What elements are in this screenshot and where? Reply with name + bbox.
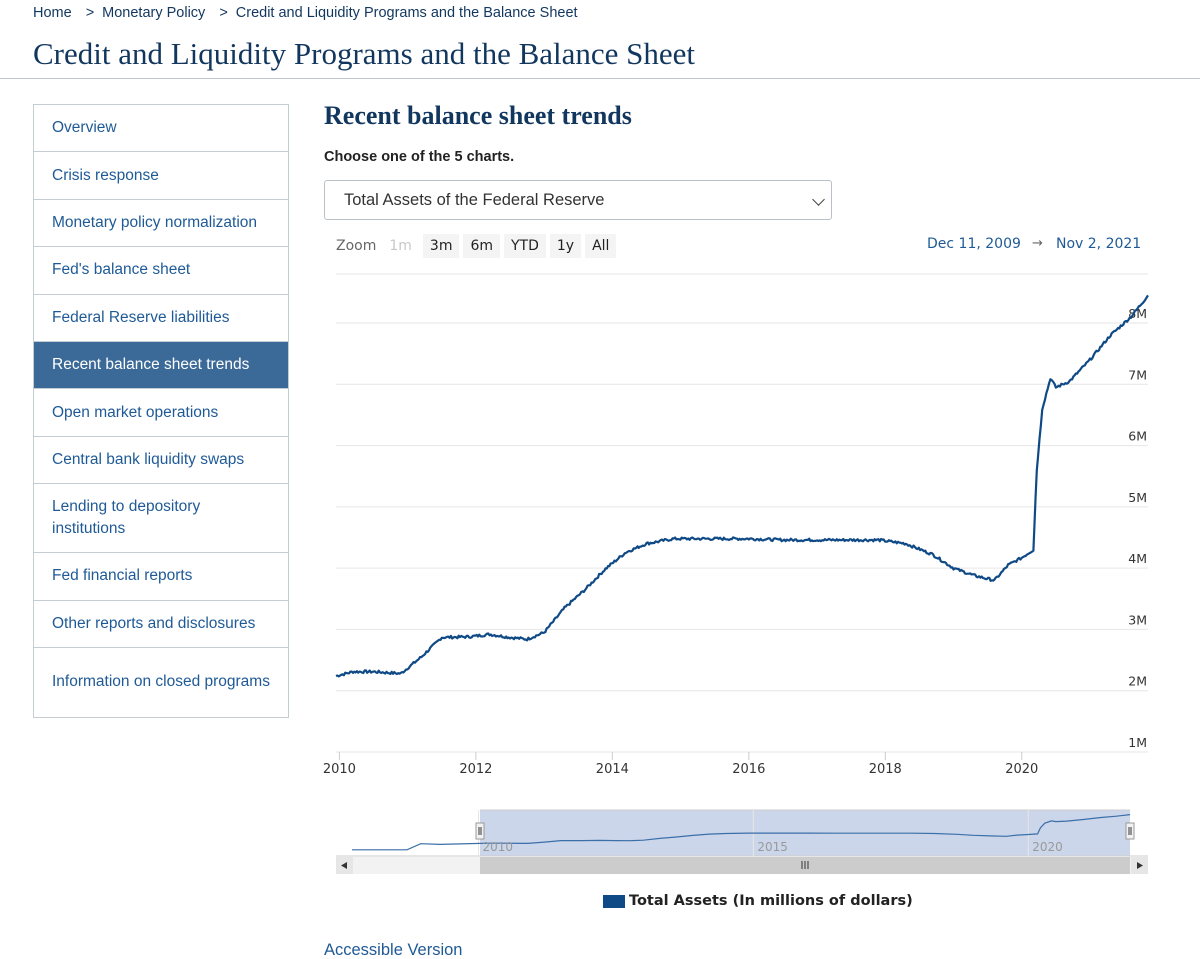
sidebar-item-fed-financial-reports[interactable]: Fed financial reports [34,553,288,601]
page-title: Credit and Liquidity Programs and the Ba… [33,36,696,71]
range-from-input[interactable]: Dec 11, 2009 [927,236,1021,252]
breadcrumb-home-link[interactable]: Home [33,5,72,21]
arrow-left-icon [341,862,347,869]
total-assets-series-line [335,294,1149,678]
navigator-right-handle[interactable] [1125,822,1135,840]
legend-swatch [603,894,625,908]
zoom-6m-button[interactable]: 6m [463,234,500,258]
sidebar-item-overview[interactable]: Overview [34,105,288,153]
chart-select-value: Total Assets of the Federal Reserve [344,190,605,209]
y-tick-label: 8M [1128,306,1147,321]
sidebar-item-crisis-response[interactable]: Crisis response [34,152,288,200]
zoom-ytd-button[interactable]: YTD [504,234,546,258]
zoom-1y-button[interactable]: 1y [549,234,582,258]
zoom-1m-button[interactable]: 1m [382,234,419,258]
x-tick-label: 2018 [869,762,902,777]
navigator-tick-label: 2015 [757,840,788,854]
y-tick-label: 6M [1128,429,1147,444]
x-tick-label: 2020 [1005,762,1038,777]
sidebar-item-recent-balance-sheet-trends[interactable]: Recent balance sheet trends [34,341,288,390]
x-tick-label: 2010 [323,762,356,777]
sidebar-nav: Overview Crisis response Monetary policy… [33,104,289,718]
sidebar-item-feds-balance-sheet[interactable]: Fed's balance sheet [34,247,288,295]
range-to-input[interactable]: Nov 2, 2021 [1056,236,1142,252]
navigator-series-line [352,814,1131,851]
navigator-tick-label: 2020 [1032,840,1063,854]
zoom-3m-button[interactable]: 3m [422,234,460,258]
x-tick-label: 2012 [459,762,492,777]
chart-legend[interactable]: Total Assets (In millions of dollars) [603,893,913,909]
sidebar-item-lending-to-depository-institutions[interactable]: Lending to depository institutions [34,484,288,554]
x-tick-label: 2014 [596,762,629,777]
navigator-left-handle[interactable] [475,822,485,840]
y-tick-label: 7M [1128,367,1147,382]
navigator-tick-label: 2010 [482,840,513,854]
y-tick-label: 1M [1128,735,1147,750]
title-divider [0,78,1200,79]
sidebar-item-federal-reserve-liabilities[interactable]: Federal Reserve liabilities [34,295,288,342]
zoom-toolbar: Zoom 1m 3m 6m YTD 1y All [336,233,620,259]
chart-select[interactable]: Total Assets of the Federal Reserve [324,180,832,220]
sidebar-item-central-bank-liquidity-swaps[interactable]: Central bank liquidity swaps [34,437,288,485]
y-tick-label: 5M [1128,490,1147,505]
navigator-scrollbar[interactable] [336,857,1148,874]
sidebar-item-other-reports-and-disclosures[interactable]: Other reports and disclosures [34,601,288,648]
scrollbar-grip-icon [801,861,809,869]
breadcrumb-current[interactable]: Credit and Liquidity Programs and the Ba… [235,5,578,21]
navigator[interactable]: 2010 2015 2020 [336,809,1148,857]
breadcrumb-monetary-policy-link[interactable]: Monetary Policy [102,5,206,21]
sidebar-item-information-on-closed-programs[interactable]: Information on closed programs [52,673,270,691]
legend-label: Total Assets (In millions of dollars) [629,893,913,909]
section-title: Recent balance sheet trends [324,101,632,130]
arrow-right-icon [1137,862,1143,869]
y-tick-label: 2M [1128,674,1147,689]
breadcrumb: Home > Monetary Policy > Credit and Liquidit… [33,5,584,21]
range-arrow: → [1032,236,1043,251]
accessible-version-link[interactable]: Accessible Version [324,941,463,959]
chart-select-label: Choose one of the 5 charts. [324,149,515,165]
breadcrumb-separator: > [219,5,228,21]
y-tick-label: 3M [1128,612,1147,627]
y-tick-label: 4M [1128,551,1147,566]
breadcrumb-separator: > [85,5,95,21]
zoom-all-button[interactable]: All [585,234,617,258]
zoom-label: Zoom [336,238,377,254]
sidebar-item-monetary-policy-normalization[interactable]: Monetary policy normalization [34,200,288,248]
sidebar-item-open-market-operations[interactable]: Open market operations [34,389,288,437]
x-tick-label: 2016 [732,762,765,777]
